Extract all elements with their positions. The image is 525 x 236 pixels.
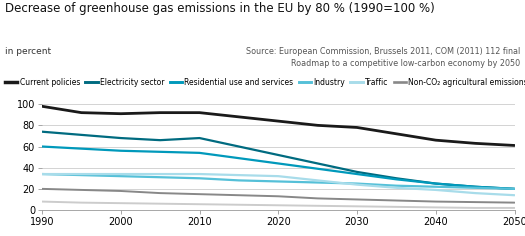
Text: in percent: in percent [5,47,51,56]
Legend: Current policies, Electricity sector, Residential use and services, Industry, Tr: Current policies, Electricity sector, Re… [5,78,525,87]
Text: Decrease of greenhouse gas emissions in the EU by 80 % (1990=100 %): Decrease of greenhouse gas emissions in … [5,2,435,15]
Text: Source: European Commission, Brussels 2011, COM (2011) 112 final
Roadmap to a co: Source: European Commission, Brussels 20… [246,47,520,68]
